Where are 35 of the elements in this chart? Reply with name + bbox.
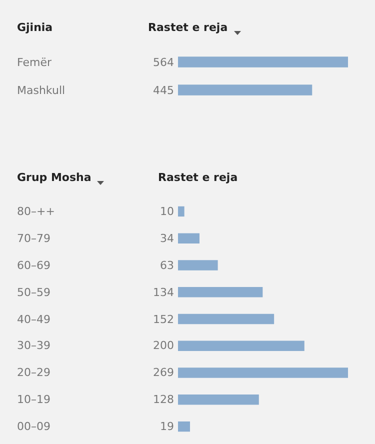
bar xyxy=(178,421,190,432)
data-label: 128 xyxy=(153,393,174,406)
y-tick-label: 60–69 xyxy=(17,259,50,272)
bar xyxy=(178,287,263,298)
bar xyxy=(178,368,348,378)
y-tick-label: 70–79 xyxy=(17,232,50,245)
data-label: 152 xyxy=(153,313,174,326)
data-label: 10 xyxy=(160,205,174,218)
data-label: 134 xyxy=(153,286,174,299)
bar xyxy=(178,314,274,324)
x-axis-title: Rastet e reja xyxy=(148,21,228,34)
y-tick-label: 20–29 xyxy=(17,366,50,379)
data-label: 564 xyxy=(153,56,174,69)
y-tick-label: Femër xyxy=(17,56,52,69)
bar xyxy=(178,206,184,217)
bar xyxy=(178,233,200,244)
y-tick-label: 40–49 xyxy=(17,313,50,326)
bar xyxy=(178,260,218,270)
y-axis-title: Gjinia xyxy=(17,21,53,34)
bar xyxy=(178,394,259,405)
y-tick-label: 80–++ xyxy=(17,205,55,218)
y-tick-label: 00–09 xyxy=(17,420,50,433)
data-label: 445 xyxy=(153,84,174,97)
bar xyxy=(178,340,304,351)
x-axis-title: Rastet e reja xyxy=(158,171,238,184)
y-axis-title: Grup Mosha xyxy=(17,171,92,184)
data-label: 200 xyxy=(153,339,174,352)
y-tick-label: 10–19 xyxy=(17,393,50,406)
data-label: 34 xyxy=(160,232,174,245)
y-tick-label: 50–59 xyxy=(17,286,50,299)
y-tick-label: 30–39 xyxy=(17,339,50,352)
data-label: 269 xyxy=(153,366,174,379)
data-label: 19 xyxy=(160,420,174,433)
y-tick-label: Mashkull xyxy=(17,84,66,97)
data-label: 63 xyxy=(160,259,174,272)
